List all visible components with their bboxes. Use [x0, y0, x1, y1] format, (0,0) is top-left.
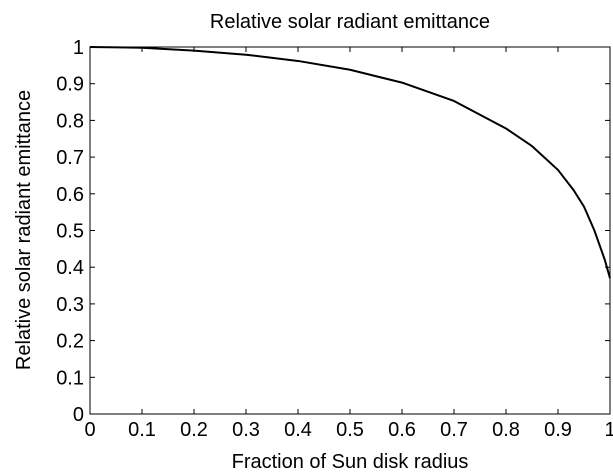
y-tick-label: 0.1	[56, 367, 84, 389]
y-tick-label: 0.8	[56, 110, 84, 132]
x-tick-label: 0.6	[388, 419, 416, 441]
y-tick-label: 0.7	[56, 147, 84, 169]
y-tick-label: 0.6	[56, 184, 84, 206]
x-tick-label: 0.4	[284, 419, 312, 441]
y-tick-label: 0.5	[56, 221, 84, 243]
x-tick-label: 0.7	[440, 419, 468, 441]
chart-title: Relative solar radiant emittance	[210, 11, 490, 33]
y-tick-label: 1	[73, 37, 84, 59]
x-tick-label: 0.1	[128, 419, 156, 441]
y-tick-label: 0.4	[56, 257, 84, 279]
x-tick-label: 0	[84, 419, 95, 441]
x-tick-label: 0.2	[180, 419, 208, 441]
x-axis-label: Fraction of Sun disk radius	[232, 451, 469, 473]
y-axis-label: Relative solar radiant emittance	[13, 90, 35, 370]
y-tick-label: 0.2	[56, 331, 84, 353]
y-tick-label: 0	[73, 404, 84, 426]
line-series	[89, 46, 611, 279]
x-tick-label: 0.9	[544, 419, 572, 441]
x-tick-label: 0.5	[336, 419, 364, 441]
x-tick-label: 0.8	[492, 419, 520, 441]
y-tick-label: 0.9	[56, 74, 84, 96]
x-tick-label: 0.3	[232, 419, 260, 441]
y-tick-label: 0.3	[56, 294, 84, 316]
x-tick-label: 1	[604, 419, 613, 441]
plot-area	[89, 46, 611, 415]
